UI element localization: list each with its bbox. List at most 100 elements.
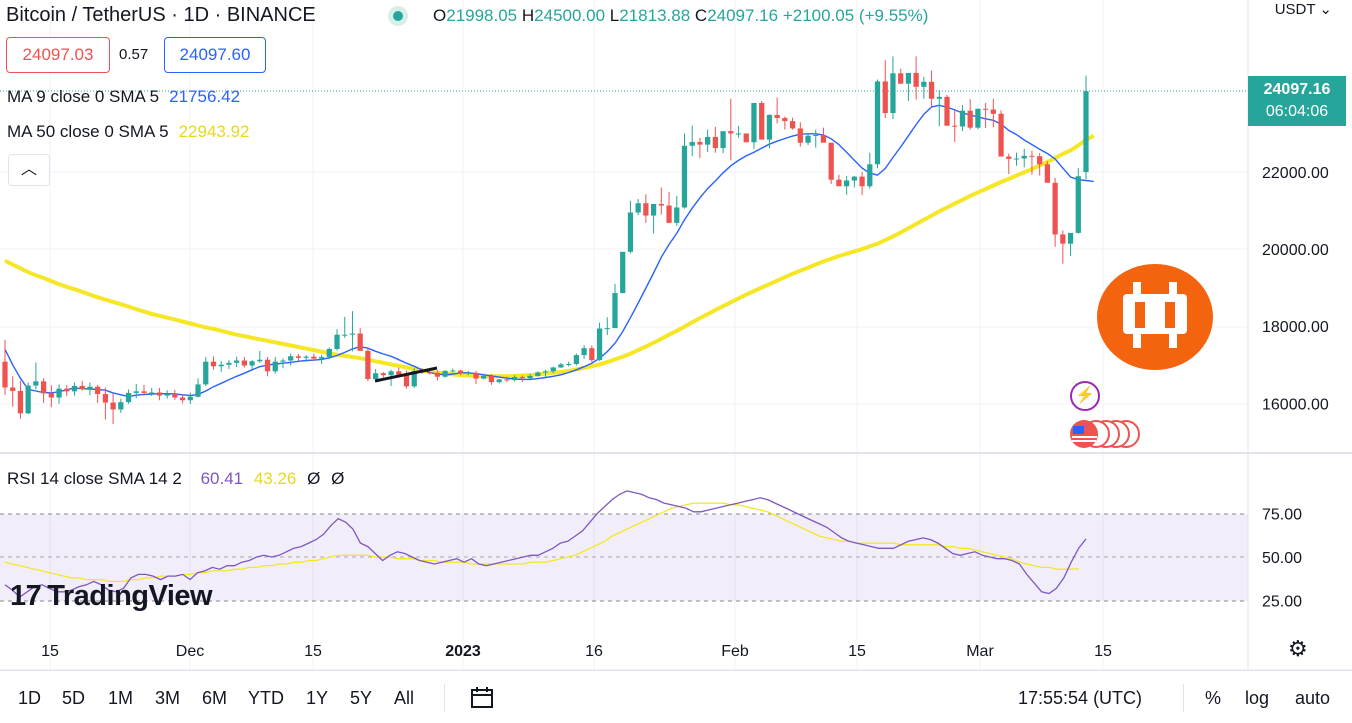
candle-body xyxy=(650,203,657,216)
candle-body xyxy=(1083,91,1089,173)
rsi-sma-line[interactable] xyxy=(4,502,1079,583)
candle-body xyxy=(427,372,433,374)
ma50-line[interactable] xyxy=(4,133,1095,379)
candle-body xyxy=(303,356,309,358)
candle-body xyxy=(403,374,410,387)
time-axis-tick: Feb xyxy=(721,643,749,660)
timeframe-ytd[interactable]: YTD xyxy=(248,688,284,708)
log-toggle[interactable]: log xyxy=(1245,688,1270,708)
candle-body xyxy=(851,176,857,181)
candle-body xyxy=(172,394,178,398)
candle-body xyxy=(326,348,332,358)
date-range-icon[interactable] xyxy=(470,686,496,710)
rsi-label: RSI 14 close SMA 14 2 xyxy=(7,469,182,488)
ma9-label: MA 9 close 0 SMA 5 xyxy=(7,87,160,106)
sell-price-button[interactable]: 24097.03 xyxy=(6,37,110,73)
candle-body xyxy=(589,348,595,361)
auto-toggle[interactable]: auto xyxy=(1295,688,1331,708)
currency-selector[interactable]: USDT ⌄ xyxy=(1274,1,1332,18)
ma9-line[interactable] xyxy=(4,104,1094,398)
candle-body xyxy=(766,114,773,140)
utc-clock[interactable]: 17:55:54 (UTC) xyxy=(1018,688,1143,708)
candle-body xyxy=(666,205,672,223)
candle-body xyxy=(905,72,912,84)
ma50-label: MA 50 close 0 SMA 5 xyxy=(7,122,169,141)
candle-body xyxy=(643,203,649,216)
candle-body xyxy=(179,397,186,401)
candle-body xyxy=(25,385,31,414)
rsi-sma-value: 43.26 xyxy=(253,469,297,488)
timeframe-5y[interactable]: 5Y xyxy=(350,688,373,708)
ma50-legend[interactable]: MA 50 close 0 SMA 5 22943.92 xyxy=(7,122,250,142)
candle-body xyxy=(488,375,495,383)
timeframe-1m[interactable]: 1M xyxy=(108,688,134,708)
candle-body xyxy=(1006,156,1012,159)
candle-body xyxy=(149,392,155,394)
candle-body xyxy=(674,207,680,223)
high-value: 24500.00 xyxy=(534,6,606,25)
candle-body xyxy=(241,360,247,366)
candle-body xyxy=(928,81,935,99)
us-flag-events-icon[interactable] xyxy=(1068,418,1140,450)
ma9-legend[interactable]: MA 9 close 0 SMA 5 21756.42 xyxy=(7,87,240,107)
candle-body xyxy=(596,328,603,361)
candle-body xyxy=(558,364,564,368)
candle-body xyxy=(272,361,278,372)
candle-body xyxy=(844,180,850,187)
candle-body xyxy=(712,136,718,149)
timeframe-6m[interactable]: 6M xyxy=(202,688,228,708)
candle-body xyxy=(48,393,54,398)
spread-value: 0.57 xyxy=(119,46,149,63)
gear-icon[interactable]: ⚙ xyxy=(1288,636,1308,661)
candle-body xyxy=(388,371,394,376)
time-axis-tick: 15 xyxy=(1094,643,1112,660)
trend-line-drawing[interactable] xyxy=(374,366,438,383)
candle-body xyxy=(110,402,116,410)
tradingview-logo[interactable]: 17 TradingView xyxy=(10,580,213,613)
timeframe-1y[interactable]: 1Y xyxy=(306,688,329,708)
candle-body xyxy=(1052,182,1058,235)
candle-body xyxy=(1067,232,1074,244)
change-value: +2100.05 (+9.55%) xyxy=(782,6,929,25)
candle-body xyxy=(813,134,819,136)
timeframe-5d[interactable]: 5D xyxy=(62,688,86,708)
candle-body xyxy=(373,373,379,380)
chevron-up-icon[interactable]: ︿ xyxy=(8,154,50,186)
symbol-title[interactable]: Bitcoin / TetherUS · 1D · BINANCE xyxy=(6,4,316,26)
candle-body xyxy=(17,390,24,414)
candle-body xyxy=(542,371,549,373)
candle-body xyxy=(496,379,502,383)
candle-body xyxy=(743,133,749,143)
candle-body xyxy=(156,392,163,396)
candle-body xyxy=(210,361,217,367)
candle-body xyxy=(913,72,919,87)
candle-body xyxy=(797,128,803,143)
time-axis-tick: 16 xyxy=(585,643,603,660)
candle-body xyxy=(342,334,348,336)
percent-toggle[interactable]: % xyxy=(1205,688,1222,708)
rsi-legend[interactable]: RSI 14 close SMA 14 2 60.41 43.26 Ø Ø xyxy=(7,469,344,489)
timeframe-3m[interactable]: 3M xyxy=(155,688,181,708)
candle-body xyxy=(535,372,541,376)
candle-body xyxy=(218,364,224,367)
candle-body xyxy=(782,118,788,122)
close-value: 24097.16 xyxy=(707,6,779,25)
candle-body xyxy=(10,387,16,391)
candle-body xyxy=(944,96,950,126)
time-axis-tick: 15 xyxy=(41,643,59,660)
timeframe-all[interactable]: All xyxy=(394,688,415,708)
candle-body xyxy=(728,131,734,134)
rsi-line[interactable] xyxy=(4,490,1087,598)
ohlc-values: O21998.05 H24500.00 L21813.88 C24097.16 … xyxy=(433,6,928,26)
lightning-icon[interactable]: ⚡ xyxy=(1070,381,1100,411)
candle-body xyxy=(56,388,62,398)
candle-body xyxy=(357,333,363,351)
candle-body xyxy=(264,359,271,372)
candle-body xyxy=(318,357,325,359)
market-status-icon[interactable] xyxy=(388,6,408,26)
price-axis-tick: 20000.00 xyxy=(1262,242,1329,259)
candle-body xyxy=(1037,156,1043,165)
time-axis-tick: Mar xyxy=(966,643,994,660)
buy-price-button[interactable]: 24097.60 xyxy=(164,37,266,73)
timeframe-1d[interactable]: 1D xyxy=(18,688,42,708)
